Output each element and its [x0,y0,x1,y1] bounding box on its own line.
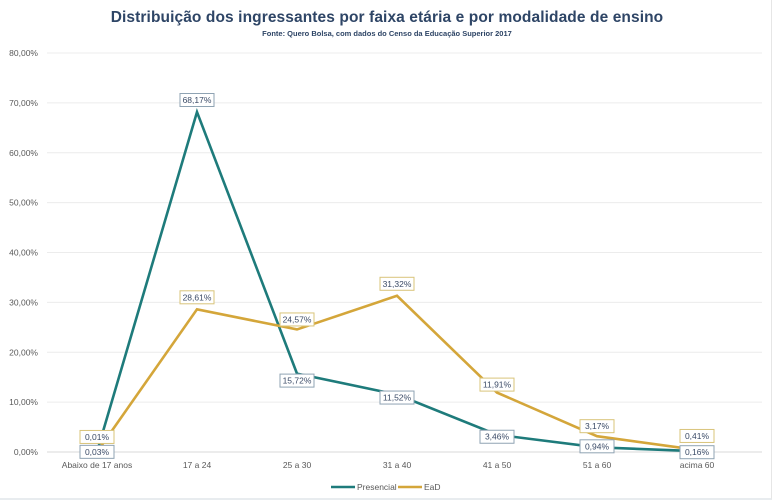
data-labels: 0,03% 68,17% 15,72% 11,52% 3,46% 0,94% 0,16% 0,… [79,93,715,460]
data-label: 0,94% [579,439,615,454]
data-label-text: 0,01% [85,432,110,442]
data-label-box [279,312,315,327]
y-tick-label: 50,00% [9,198,38,208]
x-axis: Abaixo de 17 anos 17 a 24 25 a 30 31 a 40 41… [62,460,715,470]
data-label-box [179,93,215,108]
x-tick-label: 17 a 24 [183,460,212,470]
data-label-text: 11,91% [483,380,512,390]
data-label: 0,41% [679,428,715,443]
x-tick-label: 31 a 40 [383,460,412,470]
data-label: 31,32% [379,276,415,291]
data-label-box [279,373,315,388]
data-label-text: 3,17% [585,421,610,431]
data-label: 11,91% [479,377,515,392]
data-label: 68,17% [179,93,215,108]
data-label-box [79,444,115,459]
data-label-text: 15,72% [283,376,312,386]
series-line-ead [95,294,698,453]
y-tick-label: 0,00% [14,447,39,457]
x-tick-label: 51 a 60 [583,460,612,470]
data-label-box [379,276,415,291]
data-label: 0,03% [79,444,115,459]
y-tick-label: 70,00% [9,98,38,108]
data-label-box [679,428,715,443]
y-tick-label: 80,00% [9,48,38,58]
data-label: 24,57% [279,312,315,327]
data-label-text: 28,61% [183,292,212,302]
data-label-text: 68,17% [183,95,212,105]
data-label-box [479,377,515,392]
chart-subtitle: Fonte: Quero Bolsa, com dados do Censo d… [262,29,512,38]
data-label: 15,72% [279,373,315,388]
y-tick-label: 60,00% [9,148,38,158]
data-label-box [379,390,415,405]
data-label-box [579,439,615,454]
data-label-box [79,429,115,444]
data-label: 3,46% [479,429,515,444]
data-label-text: 24,57% [283,314,312,324]
y-tick-label: 40,00% [9,248,38,258]
data-label-text: 0,03% [85,447,110,457]
data-label: 28,61% [179,290,215,305]
y-axis: 0,00% 10,00% 20,00% 30,00% 40,00% 50,00% 60,00… [9,48,38,457]
x-tick-label: acima 60 [680,460,715,470]
legend-label-presencial: Presencial [357,482,397,492]
data-label: 11,52% [379,390,415,405]
y-tick-label: 20,00% [9,347,38,357]
x-tick-label: Abaixo de 17 anos [62,460,132,470]
data-label-text: 3,46% [485,432,510,442]
x-tick-label: 41 a 50 [483,460,512,470]
y-tick-label: 30,00% [9,297,38,307]
data-label: 0,16% [679,445,715,460]
data-label-text: 31,32% [383,279,412,289]
data-label: 3,17% [579,419,615,434]
data-label-text: 0,41% [685,431,710,441]
data-label-box [479,429,515,444]
data-label-text: 0,94% [585,441,610,451]
data-label-text: 11,52% [383,393,412,403]
x-tick-label: 25 a 30 [283,460,312,470]
data-label-box [179,290,215,305]
data-label-text: 0,16% [685,447,710,457]
legend-label-ead: EaD [424,482,441,492]
data-label: 0,01% [79,429,115,444]
legend: Presencial EaD [331,482,441,492]
data-label-box [679,445,715,460]
data-label-box [579,419,615,434]
y-tick-label: 10,00% [9,397,38,407]
chart-title: Distribuição dos ingressantes por faixa … [110,9,664,26]
